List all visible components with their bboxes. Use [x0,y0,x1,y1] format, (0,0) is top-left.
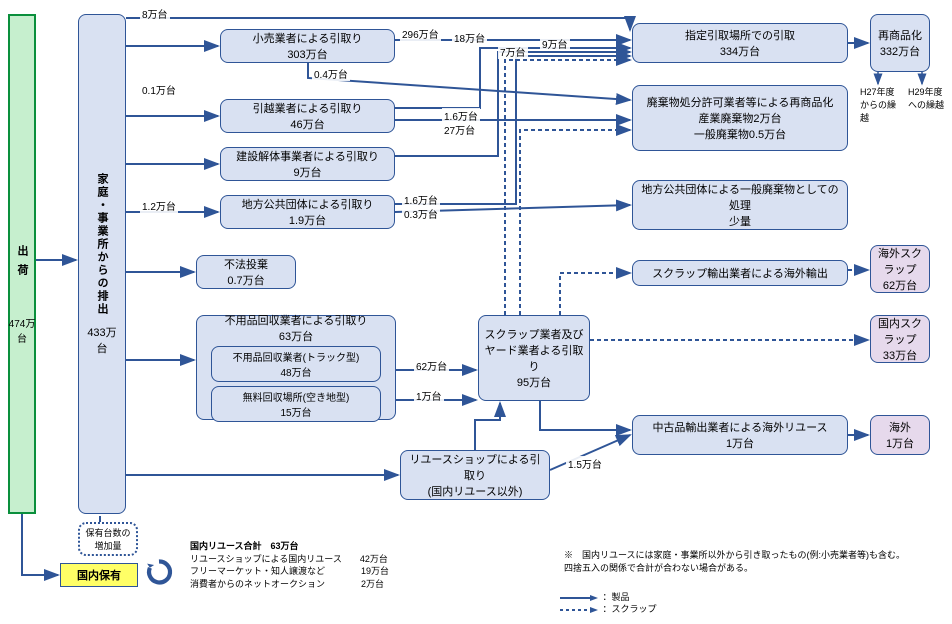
domestic-stock-box: 国内保有 [60,563,138,587]
scrap-value: 95万台 [517,374,551,390]
mover-value: 46万台 [290,116,324,132]
scrap-export-box: スクラップ輸出業者による海外輸出 [632,260,848,286]
legend-dashed: ：スクラップ [560,602,657,615]
legend-solid-label: ：製品 [603,592,630,602]
junk-sub1-title: 不用品回収業者(トラック型) [218,349,374,364]
lbl-e15: 1.5万台 [566,456,604,471]
mover-title: 引越業者による引取り [253,100,363,116]
carryover-to: H29年度への繰越 [908,85,948,111]
retailer-value: 303万台 [287,46,327,62]
lbl-e12: 1.2万台 [140,198,178,213]
local-gov-title: 地方公共団体による引取り [242,196,374,212]
retailer-title: 小売業者による引取り [253,30,363,46]
overseas-box: 海外 1万台 [870,415,930,455]
local-gov-value: 1.9万台 [289,212,326,228]
permit-line3: 一般廃棄物0.5万台 [694,126,786,142]
lbl-e296: 296万台 [400,26,441,41]
used-export-title: 中古品輸出業者による海外リユース [652,419,827,435]
scrap-title: スクラップ業者及びヤード業者よる引取り [482,326,586,374]
gov-waste-value: 少量 [729,213,751,229]
demolition-box: 建設解体事業者による引取り 9万台 [220,147,395,181]
lbl-e03: 0.3万台 [402,206,440,221]
permit-box: 廃棄物処分許可業者等による再商品化 産業廃棄物2万台 一般廃棄物0.5万台 [632,85,848,151]
lbl-e1: 1万台 [414,388,444,403]
designated-box: 指定引取場所での引取 334万台 [632,23,848,63]
lbl-e01: 0.1万台 [140,82,178,97]
junk-box: 不用品回収業者による引取り 63万台 不用品回収業者(トラック型) 48万台 無… [196,315,396,420]
lbl-e04: 0.4万台 [312,66,350,81]
footnote: ※ 国内リユースには家庭・事業所以外から引き取ったもの(例:小売業者等)も含む。… [564,548,934,574]
shipment-label: 出荷 [14,245,30,283]
source-value: 433万台 [82,324,122,356]
overseas-scrap-box: 海外スクラップ 62万台 [870,245,930,293]
demolition-value: 9万台 [293,164,321,180]
domestic-scrap-box: 国内スクラップ 33万台 [870,315,930,363]
stock-increase-label: 保有台数の増加量 [83,526,133,552]
scrap-export-title: スクラップ輸出業者による海外輸出 [652,265,828,281]
permit-title: 廃棄物処分許可業者等による再商品化 [647,94,834,110]
reuse-shop-box: リユースショップによる引取り (国内リユース以外) [400,450,550,500]
shipment-value: 474万台 [5,315,39,345]
recycle-box: 再商品化 332万台 [870,14,930,72]
source-title: 家庭・事業所からの排出 [94,173,110,316]
shipment-bar: 出荷 [8,14,36,514]
lbl-e7: 7万台 [498,44,528,59]
carryover-from: H27年度からの繰越 [860,85,900,124]
domestic-scrap-title: 国内スクラップ [874,315,926,347]
lbl-e9: 9万台 [540,36,570,51]
source-box: 家庭・事業所からの排出 433万台 [78,14,126,514]
domestic-reuse-l3: 消費者からのネットオークション 2万台 [190,578,470,591]
overseas-value: 1万台 [886,435,914,451]
scrap-box: スクラップ業者及びヤード業者よる引取り 95万台 [478,315,590,401]
recycle-value: 332万台 [880,43,920,59]
lbl-e8: 8万台 [140,6,170,21]
designated-title: 指定引取場所での引取 [685,27,795,43]
domestic-stock-label: 国内保有 [77,567,121,583]
domestic-scrap-value: 33万台 [883,347,917,363]
domestic-reuse-box: 国内リユース合計 63万台 リユースショップによる国内リユース 42万台 フリー… [190,540,470,590]
retailer-box: 小売業者による引取り 303万台 [220,29,395,63]
lbl-e16a: 1.6万台 [442,108,480,123]
mover-box: 引越業者による引取り 46万台 [220,99,395,133]
overseas-title: 海外 [889,419,911,435]
local-gov-box: 地方公共団体による引取り 1.9万台 [220,195,395,229]
recycle-title: 再商品化 [878,27,922,43]
stock-increase-box: 保有台数の増加量 [78,522,138,556]
domestic-reuse-l1: リユースショップによる国内リユース 42万台 [190,553,470,566]
overseas-scrap-value: 62万台 [883,277,917,293]
recycle-arrow-icon [145,558,173,586]
domestic-reuse-title: 国内リユース合計 63万台 [190,540,470,553]
reuse-shop-title: リユースショップによる引取り [404,451,546,483]
demolition-title: 建設解体事業者による引取り [236,148,379,164]
gov-waste-box: 地方公共団体による一般廃棄物としての処理 少量 [632,180,848,230]
domestic-reuse-l2: フリーマーケット・知人譲渡など 19万台 [190,565,470,578]
used-export-box: 中古品輸出業者による海外リユース 1万台 [632,415,848,455]
junk-sub2-title: 無料回収場所(空き地型) [218,389,374,404]
lbl-e62: 62万台 [414,358,449,373]
gov-waste-title: 地方公共団体による一般廃棄物としての処理 [636,181,844,213]
permit-line2: 産業廃棄物2万台 [698,110,781,126]
junk-sub2: 無料回収場所(空き地型) 15万台 [211,386,381,422]
illegal-value: 0.7万台 [227,272,264,288]
lbl-e27: 27万台 [442,122,477,137]
illegal-box: 不法投棄 0.7万台 [196,255,296,289]
designated-value: 334万台 [720,43,760,59]
junk-value: 63万台 [279,328,313,344]
legend-dashed-label: ：スクラップ [603,604,657,614]
lbl-e16b: 1.6万台 [402,192,440,207]
junk-sub2-value: 15万台 [218,404,374,419]
lbl-e18: 18万台 [452,30,487,45]
junk-title: 不用品回収業者による引取り [225,312,368,328]
overseas-scrap-title: 海外スクラップ [874,245,926,277]
junk-sub1: 不用品回収業者(トラック型) 48万台 [211,346,381,382]
junk-sub1-value: 48万台 [218,364,374,379]
illegal-title: 不法投棄 [224,256,268,272]
used-export-value: 1万台 [726,435,754,451]
reuse-shop-sub: (国内リユース以外) [428,483,523,499]
